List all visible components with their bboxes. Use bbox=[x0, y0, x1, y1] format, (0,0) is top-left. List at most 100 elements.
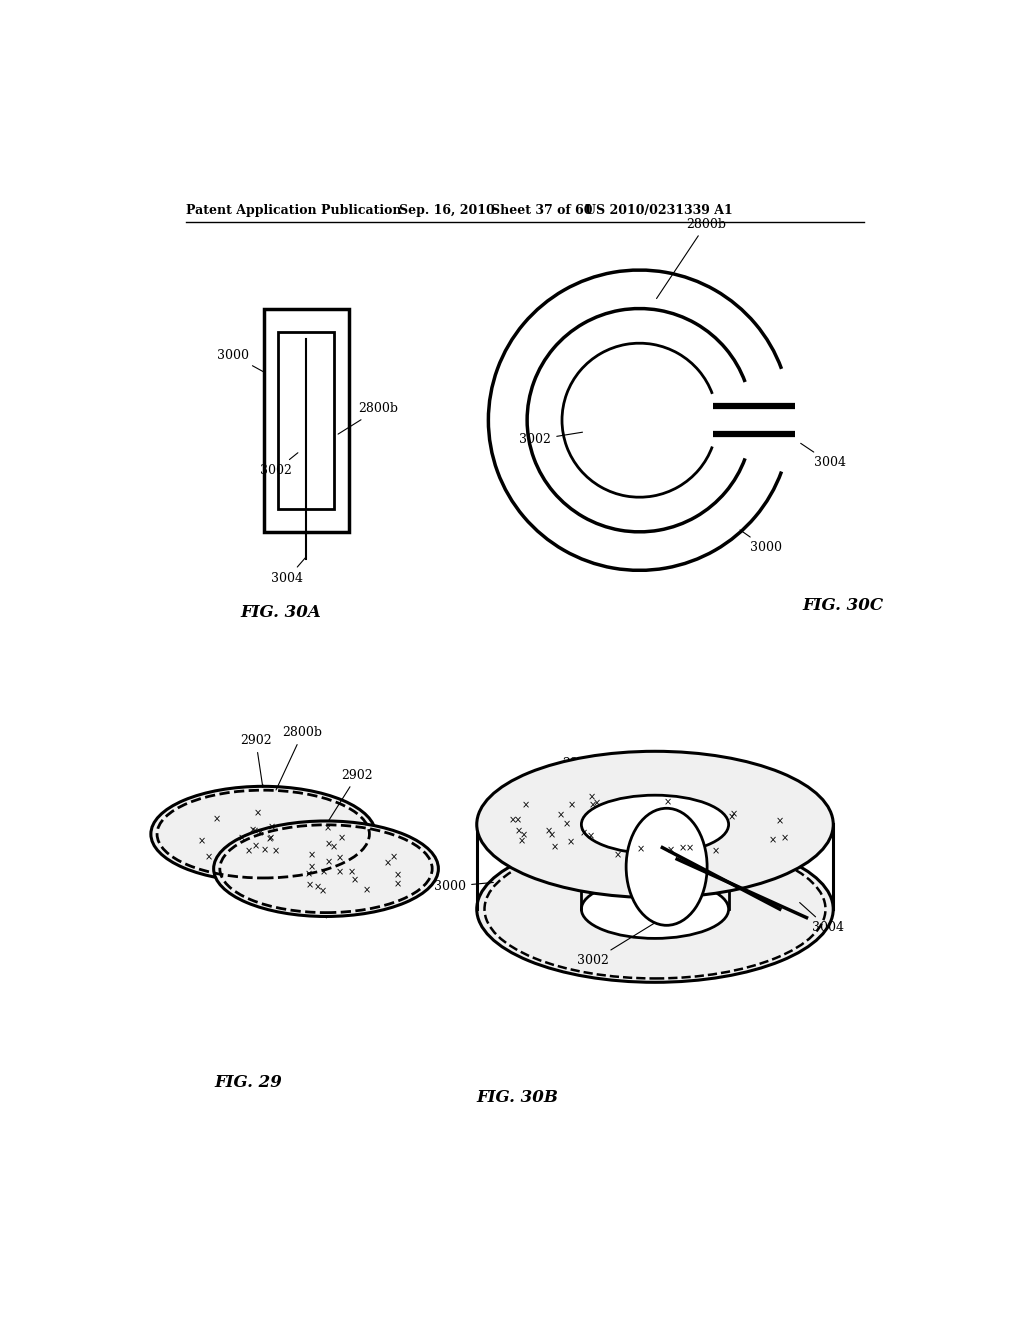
Text: ×: × bbox=[254, 809, 262, 818]
Text: 3004: 3004 bbox=[800, 903, 844, 935]
Text: ×: × bbox=[272, 846, 281, 855]
Text: 3000: 3000 bbox=[217, 348, 265, 372]
Text: ×: × bbox=[613, 850, 622, 861]
Text: ×: × bbox=[728, 812, 736, 822]
Text: ×: × bbox=[566, 837, 574, 847]
Text: ×: × bbox=[364, 886, 372, 895]
Text: ×: × bbox=[394, 870, 402, 880]
Text: ×: × bbox=[198, 837, 206, 846]
Text: 3000: 3000 bbox=[434, 880, 494, 892]
Text: ×: × bbox=[548, 830, 555, 841]
Ellipse shape bbox=[477, 836, 834, 982]
Text: ×: × bbox=[265, 834, 273, 845]
Text: ×: × bbox=[685, 843, 693, 854]
Text: 2902: 2902 bbox=[240, 734, 271, 788]
Bar bbox=[713, 408, 802, 433]
Text: ×: × bbox=[252, 841, 259, 851]
Text: Sheet 37 of 60: Sheet 37 of 60 bbox=[490, 205, 592, 218]
Text: Patent Application Publication: Patent Application Publication bbox=[186, 205, 401, 218]
Text: ×: × bbox=[337, 833, 345, 843]
Text: ×: × bbox=[389, 853, 397, 862]
Text: ×: × bbox=[305, 870, 313, 879]
Text: ×: × bbox=[336, 867, 344, 878]
Text: ×: × bbox=[306, 880, 314, 890]
Text: 3002: 3002 bbox=[260, 453, 298, 477]
Text: ×: × bbox=[545, 826, 553, 836]
Text: ×: × bbox=[325, 857, 333, 867]
Text: ×: × bbox=[729, 809, 737, 820]
Ellipse shape bbox=[582, 795, 729, 854]
Ellipse shape bbox=[151, 787, 376, 882]
Text: ×: × bbox=[678, 843, 686, 853]
Text: ×: × bbox=[557, 810, 565, 820]
Ellipse shape bbox=[582, 880, 729, 939]
Text: 3004: 3004 bbox=[271, 557, 306, 585]
Text: ×: × bbox=[568, 800, 575, 810]
Bar bbox=[263, 309, 349, 532]
Text: ×: × bbox=[517, 836, 525, 846]
Text: 2800b: 2800b bbox=[276, 726, 323, 789]
Text: ×: × bbox=[319, 867, 328, 876]
Text: ×: × bbox=[249, 825, 256, 836]
Text: ×: × bbox=[522, 800, 530, 810]
Text: FIG. 30C: FIG. 30C bbox=[802, 597, 884, 614]
Text: ×: × bbox=[580, 828, 588, 838]
Text: ×: × bbox=[307, 850, 315, 859]
Text: ×: × bbox=[776, 816, 784, 826]
Text: ×: × bbox=[313, 882, 322, 892]
Text: ×: × bbox=[330, 842, 338, 853]
Text: FIG. 30A: FIG. 30A bbox=[241, 605, 322, 622]
Text: ×: × bbox=[384, 858, 392, 869]
Text: 3002: 3002 bbox=[519, 432, 583, 446]
Text: FIG. 29: FIG. 29 bbox=[215, 1074, 283, 1090]
Text: 3002: 3002 bbox=[578, 920, 660, 968]
Text: ×: × bbox=[325, 840, 333, 850]
Polygon shape bbox=[263, 787, 438, 916]
Text: 2800b: 2800b bbox=[338, 403, 398, 434]
Text: ×: × bbox=[238, 833, 246, 843]
Text: ×: × bbox=[509, 816, 517, 825]
Text: ×: × bbox=[213, 814, 221, 825]
Text: ×: × bbox=[551, 842, 559, 853]
Text: ×: × bbox=[589, 800, 597, 810]
Ellipse shape bbox=[214, 821, 438, 916]
Text: 3000: 3000 bbox=[740, 529, 781, 554]
Text: ×: × bbox=[245, 846, 253, 857]
Text: ×: × bbox=[592, 797, 600, 808]
Text: ×: × bbox=[588, 792, 595, 803]
Text: ×: × bbox=[205, 853, 213, 862]
Text: ×: × bbox=[251, 826, 259, 836]
Text: ×: × bbox=[562, 820, 570, 829]
Text: ×: × bbox=[319, 887, 327, 896]
Text: ×: × bbox=[780, 833, 788, 843]
Text: ×: × bbox=[266, 833, 274, 843]
Text: ×: × bbox=[514, 826, 522, 837]
Text: FIG. 30B: FIG. 30B bbox=[477, 1089, 559, 1106]
Text: Sep. 16, 2010: Sep. 16, 2010 bbox=[399, 205, 495, 218]
Text: 2902: 2902 bbox=[328, 768, 373, 822]
Text: 3004: 3004 bbox=[801, 444, 846, 470]
Text: ×: × bbox=[520, 830, 528, 841]
Text: ×: × bbox=[637, 845, 645, 854]
Text: ×: × bbox=[336, 853, 344, 863]
Text: ×: × bbox=[513, 814, 521, 825]
Text: ×: × bbox=[267, 822, 275, 833]
Text: ×: × bbox=[768, 836, 776, 845]
Text: ×: × bbox=[712, 846, 720, 855]
Bar bbox=[279, 331, 334, 508]
Text: ×: × bbox=[324, 824, 332, 833]
Text: ×: × bbox=[347, 867, 355, 876]
Text: 2800b: 2800b bbox=[562, 756, 614, 810]
Text: US 2010/0231339 A1: US 2010/0231339 A1 bbox=[586, 205, 733, 218]
Text: ×: × bbox=[393, 879, 401, 890]
Text: 2800b: 2800b bbox=[656, 218, 726, 298]
Text: ×: × bbox=[664, 797, 672, 808]
Text: ×: × bbox=[256, 828, 264, 838]
Text: ×: × bbox=[351, 875, 359, 886]
Text: ×: × bbox=[587, 832, 595, 842]
Ellipse shape bbox=[626, 808, 708, 925]
Text: ×: × bbox=[667, 845, 675, 855]
Text: ×: × bbox=[307, 862, 315, 873]
Ellipse shape bbox=[477, 751, 834, 898]
Text: ×: × bbox=[261, 845, 269, 855]
